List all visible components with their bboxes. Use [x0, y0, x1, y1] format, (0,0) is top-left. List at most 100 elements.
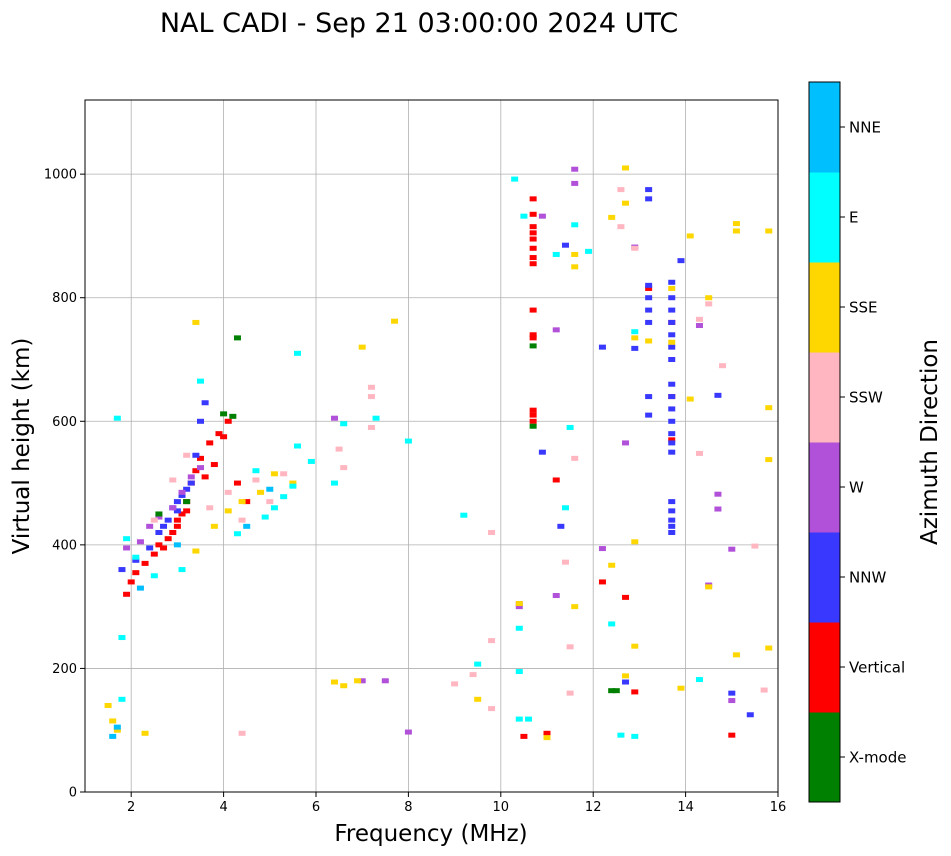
data-point-w [169, 505, 177, 511]
x-tick-label: 12 [585, 800, 602, 815]
data-point-nnw [668, 319, 676, 325]
data-point-ssw [266, 499, 274, 505]
data-point-nnw [668, 418, 676, 424]
data-point-vertical [210, 462, 218, 468]
data-point-vertical [529, 407, 537, 413]
data-point-w [197, 465, 204, 471]
data-point-e [233, 531, 241, 537]
data-point-nnw [538, 449, 546, 455]
data-point-nnw [668, 517, 676, 523]
data-point-e [118, 635, 126, 641]
data-point-nnw [668, 440, 676, 446]
data-point-vertical [552, 477, 560, 483]
data-point-sse [571, 604, 579, 610]
data-point-sse [340, 683, 348, 689]
data-point-w [146, 523, 154, 529]
data-point-nnw [622, 679, 630, 685]
data-point-x-mode [233, 335, 241, 341]
data-point-sse [104, 703, 112, 708]
data-point-w [571, 180, 579, 186]
data-point-nnw [173, 508, 181, 514]
y-axis-label: Virtual height (km) [9, 338, 35, 555]
colorbar-segment [809, 172, 840, 263]
data-point-sse [543, 735, 551, 741]
colorbar-frame [808, 81, 841, 803]
data-point-nnw [668, 295, 676, 301]
data-point-w [330, 415, 338, 421]
data-point-nnw [668, 406, 676, 412]
data-point-sse [354, 678, 362, 684]
data-point-e [515, 716, 523, 722]
data-point-vertical [169, 530, 177, 535]
y-tick-label: 400 [52, 538, 77, 553]
data-point-ssw [705, 301, 713, 307]
data-point-w [187, 474, 195, 480]
data-point-vertical [220, 434, 228, 440]
data-point-nne [173, 542, 181, 548]
data-point-sse [474, 696, 482, 702]
data-point-vertical [197, 455, 204, 461]
data-point-vertical [668, 437, 676, 443]
colorbar-tick-label: NNW [849, 569, 886, 587]
data-point-nnw [187, 480, 195, 486]
data-point-e [617, 732, 625, 738]
y-tick-label: 800 [52, 291, 77, 306]
data-point-w [728, 698, 736, 704]
data-point-e [340, 421, 348, 427]
data-point-w [552, 327, 560, 333]
data-point-ssw [238, 517, 246, 523]
data-point-nnw [677, 258, 685, 264]
data-point-nne [136, 585, 144, 591]
y-tick-label: 200 [52, 662, 77, 677]
data-point-e [552, 251, 560, 257]
data-point-nnw [728, 690, 736, 696]
data-point-e [330, 480, 338, 486]
data-point-ssw [631, 245, 639, 251]
data-point-vertical [529, 335, 537, 341]
data-point-e [608, 621, 616, 627]
colorbar-segment [809, 352, 840, 443]
data-point-nnw [645, 394, 653, 400]
data-point-x-mode [529, 423, 537, 429]
data-point-e [695, 677, 703, 683]
data-point-w [598, 546, 606, 552]
data-point-x-mode [220, 411, 228, 417]
azimuth-colorbar: X-mode Vertical NNW W SSW SSE E NNE [808, 81, 906, 803]
data-point-ssw [566, 690, 574, 696]
data-point-e [515, 625, 523, 631]
data-point-sse [732, 221, 740, 227]
data-point-e [515, 669, 523, 675]
data-point-w [178, 489, 186, 495]
data-point-nnw [183, 486, 191, 492]
data-point-nnw [668, 357, 676, 362]
data-point-sse [391, 318, 399, 324]
data-point-vertical [150, 551, 158, 557]
x-tick-label: 16 [770, 800, 787, 815]
data-point-ssw [488, 530, 496, 535]
data-point-nnw [645, 307, 653, 313]
data-point-e [280, 494, 288, 500]
data-point-nne [266, 486, 274, 492]
data-point-vertical [192, 468, 200, 474]
data-point-e [132, 554, 140, 560]
data-point-sse [141, 730, 149, 736]
data-point-sse [765, 405, 773, 411]
data-point-vertical [529, 196, 537, 202]
data-point-ssw [224, 489, 232, 495]
data-point-sse [571, 264, 579, 270]
data-point-sse [765, 228, 773, 234]
data-point-x-mode [529, 343, 537, 349]
data-point-e [474, 661, 482, 667]
data-point-vertical [529, 261, 537, 267]
data-point-e [261, 514, 269, 520]
data-point-sse [631, 539, 639, 545]
data-point-nnw [197, 418, 204, 424]
data-point-nnw [192, 452, 200, 458]
data-point-vertical [123, 591, 131, 597]
data-point-x-mode [612, 688, 620, 694]
data-point-nnw [668, 344, 676, 350]
data-point-nnw [668, 279, 676, 285]
data-point-sse [705, 584, 713, 590]
data-point-e [252, 468, 260, 474]
